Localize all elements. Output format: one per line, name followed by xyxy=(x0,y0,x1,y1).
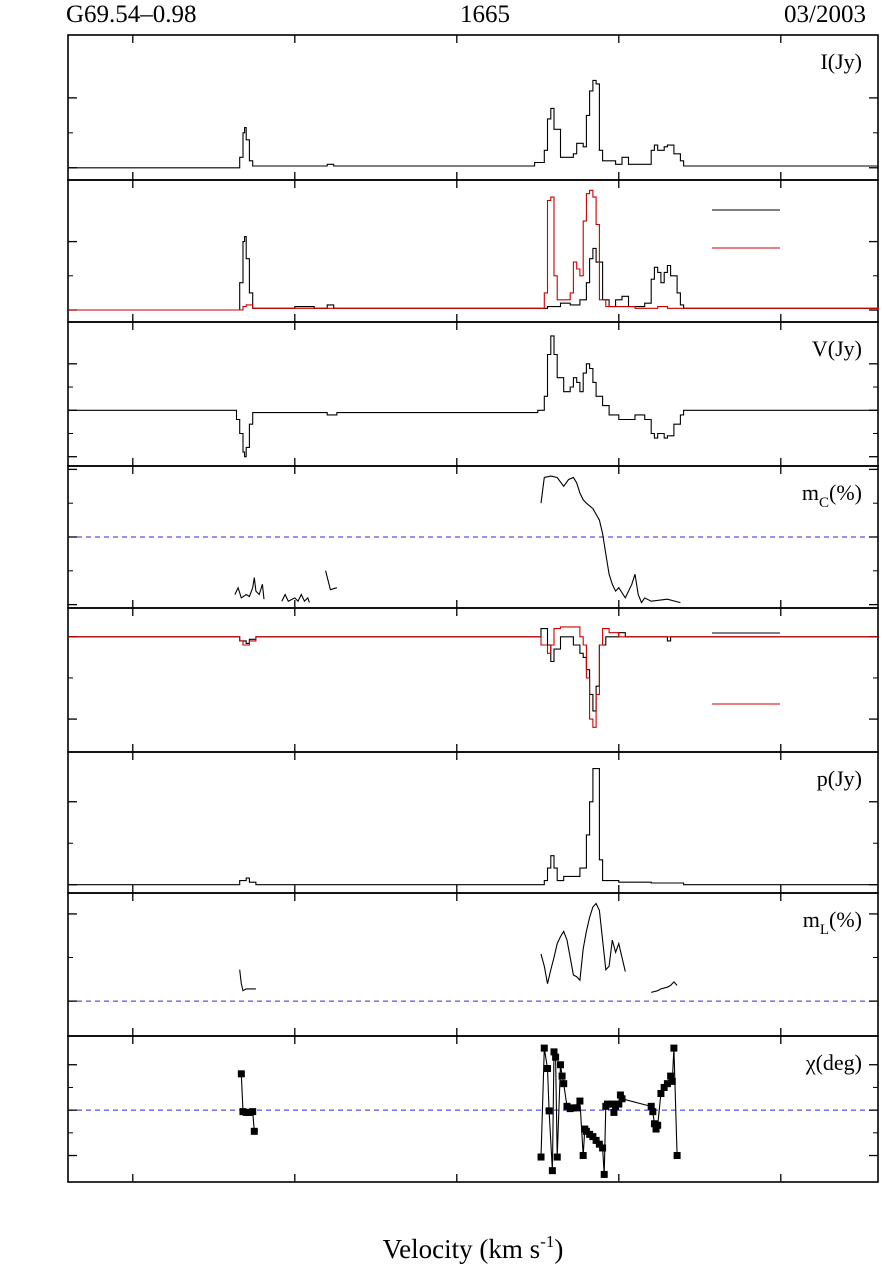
data-point-marker xyxy=(540,1044,548,1052)
panel-label-subscript: L xyxy=(820,922,829,938)
data-point-marker xyxy=(610,1108,618,1116)
data-point-marker xyxy=(556,1061,564,1069)
data-point-marker xyxy=(668,1077,676,1085)
series-mc4 xyxy=(540,475,681,604)
x-axis-title-close: ) xyxy=(554,1234,563,1264)
panel-label-main: m xyxy=(802,480,819,505)
series-chi1 xyxy=(240,1073,255,1132)
panel-I: I(Jy) xyxy=(67,34,879,181)
data-point-marker xyxy=(548,1167,556,1175)
data-point-marker xyxy=(657,1089,665,1097)
panel-label-unit: (%) xyxy=(829,480,862,505)
data-point-marker xyxy=(552,1053,560,1061)
series-mc2 xyxy=(281,593,310,603)
data-point-marker xyxy=(537,1153,545,1161)
header-source-name: G69.54–0.98 xyxy=(66,1,197,28)
panel-label: p(Jy) xyxy=(817,766,862,791)
panel-frame xyxy=(67,179,879,323)
panel-label-subscript: C xyxy=(819,495,829,511)
panel-label: V(Jy) xyxy=(812,336,862,361)
data-point-marker xyxy=(553,1153,561,1161)
series-mc3 xyxy=(325,570,338,591)
data-point-marker xyxy=(647,1102,655,1110)
series-q-jy- xyxy=(68,628,878,712)
series-p-jy- xyxy=(68,768,878,886)
header-frequency: 1665 xyxy=(460,1,510,28)
data-point-marker xyxy=(589,1133,597,1141)
panel-mc: mC(%) xyxy=(67,465,879,609)
x-axis: Velocity (km s-1) xyxy=(383,1232,564,1264)
panel-frame xyxy=(67,1035,879,1183)
data-point-marker xyxy=(595,1140,603,1148)
panel-frame xyxy=(67,607,879,753)
panel-chi: χ(deg) xyxy=(67,1035,879,1183)
data-point-marker xyxy=(600,1170,608,1178)
data-point-marker xyxy=(576,1097,584,1105)
panel-label: χ(deg) xyxy=(805,1050,862,1075)
data-point-marker xyxy=(544,1065,552,1073)
data-point-marker xyxy=(249,1108,257,1116)
panel-label-unit: (%) xyxy=(829,907,862,932)
x-axis-title: Velocity (km s-1) xyxy=(383,1232,564,1264)
data-point-marker xyxy=(573,1104,581,1112)
data-point-marker xyxy=(237,1070,245,1078)
data-point-marker xyxy=(654,1121,662,1129)
data-point-marker xyxy=(667,1072,675,1080)
data-point-marker xyxy=(599,1144,607,1152)
x-axis-title-main: Velocity (km s xyxy=(383,1234,540,1264)
panel-frame xyxy=(67,34,879,181)
data-point-marker xyxy=(550,1048,558,1056)
data-point-marker xyxy=(616,1091,624,1099)
series-rhc-jy- xyxy=(68,189,879,311)
header-epoch: 03/2003 xyxy=(784,1,866,28)
x-axis-title-superscript: -1 xyxy=(540,1232,554,1251)
panel-label-main: m xyxy=(803,907,820,932)
panel-label: mC(%) xyxy=(802,480,862,511)
series-lhc-jy- xyxy=(68,235,879,311)
data-point-marker xyxy=(250,1127,258,1135)
panel-frame xyxy=(67,321,879,467)
series-ml3 xyxy=(651,981,678,993)
series-i-jy- xyxy=(68,79,879,169)
data-point-marker xyxy=(673,1152,681,1160)
data-point-marker xyxy=(652,1125,660,1133)
data-point-marker xyxy=(663,1080,671,1088)
data-point-marker xyxy=(592,1136,600,1144)
panel-mL: mL(%) xyxy=(67,892,879,1037)
panel-label: I(Jy) xyxy=(820,49,862,74)
panel-stack: I(Jy)V(Jy)mC(%)p(Jy)mL(%)χ(deg) xyxy=(67,34,879,1183)
panel-QU xyxy=(67,607,879,753)
data-point-marker xyxy=(545,1107,553,1115)
data-point-marker xyxy=(670,1044,678,1052)
series-ml1 xyxy=(239,969,256,992)
series-mc1 xyxy=(234,577,265,600)
series-v-jy- xyxy=(68,335,878,458)
panel-frame xyxy=(67,751,879,894)
panel-frame xyxy=(67,892,879,1037)
data-point-marker xyxy=(660,1083,668,1091)
data-point-marker xyxy=(579,1152,587,1160)
data-point-marker xyxy=(558,1072,566,1080)
data-point-marker xyxy=(603,1100,611,1108)
series-ml2 xyxy=(540,902,626,984)
data-point-marker xyxy=(560,1080,568,1088)
panel-LHC_RHC xyxy=(67,179,879,323)
data-point-marker xyxy=(618,1095,626,1103)
panel-p: p(Jy) xyxy=(67,751,879,894)
panel-V: V(Jy) xyxy=(67,321,879,467)
data-point-marker xyxy=(649,1108,657,1116)
series-u-jy- xyxy=(68,626,878,728)
data-point-marker xyxy=(615,1100,623,1108)
panel-label: mL(%) xyxy=(803,907,862,938)
